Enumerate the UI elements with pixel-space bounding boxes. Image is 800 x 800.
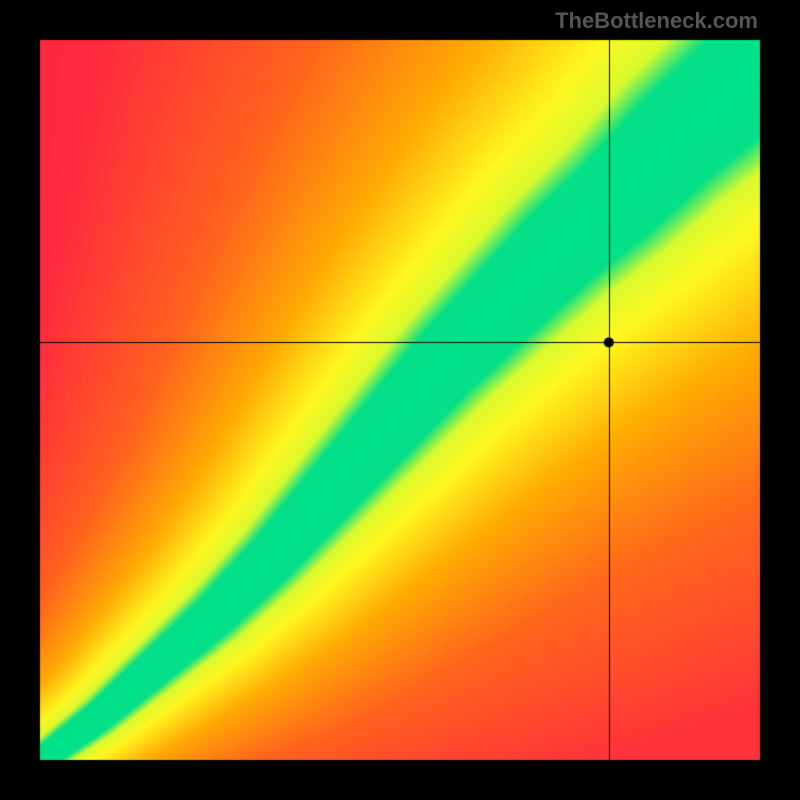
bottleneck-heatmap	[0, 0, 800, 800]
chart-container: TheBottleneck.com	[0, 0, 800, 800]
watermark-text: TheBottleneck.com	[555, 8, 758, 34]
